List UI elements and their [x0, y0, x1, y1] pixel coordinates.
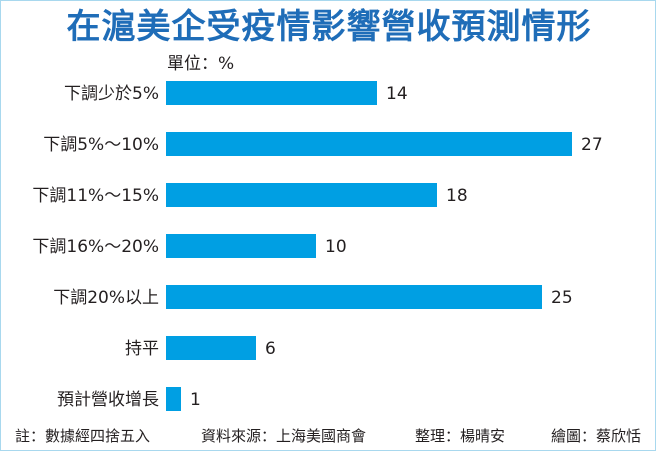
bar-row: 下調20%以上 25 [1, 285, 656, 311]
value-label: 18 [446, 186, 468, 206]
bar [166, 81, 377, 105]
category-label: 下調20%以上 [53, 288, 159, 308]
unit-label: 單位：% [167, 54, 235, 74]
bar [166, 132, 572, 156]
value-label: 6 [265, 339, 276, 359]
bar-row: 下調11%～15% 18 [1, 183, 656, 209]
chart-title: 在滬美企受疫情影響營收預測情形 [66, 7, 592, 47]
bar-row: 下調少於5% 14 [1, 81, 656, 107]
bar-row: 預計營收增長 1 [1, 387, 656, 413]
footer-note: 註：數據經四捨五入 [15, 427, 151, 445]
bar-row: 持平 6 [1, 336, 656, 362]
bar [166, 183, 437, 207]
category-label: 下調少於5% [64, 84, 159, 104]
footer-illustrator: 繪圖：蔡欣恬 [551, 427, 642, 445]
category-label: 預計營收增長 [57, 390, 159, 410]
category-label: 下調11%～15% [32, 186, 159, 206]
category-label: 下調16%～20% [32, 237, 159, 257]
value-label: 14 [386, 84, 408, 104]
bar [166, 234, 316, 258]
bar-row: 下調16%～20% 10 [1, 234, 656, 260]
value-label: 1 [190, 390, 201, 410]
category-label: 下調5%～10% [43, 135, 159, 155]
footer-source: 資料來源：上海美國商會 [201, 427, 367, 445]
bar [166, 285, 542, 309]
bar [166, 387, 181, 411]
category-label: 持平 [125, 339, 159, 359]
bar [166, 336, 256, 360]
value-label: 25 [551, 288, 573, 308]
footer-editor: 整理：楊晴安 [415, 427, 506, 445]
bar-row: 下調5%～10% 27 [1, 132, 656, 158]
value-label: 10 [325, 237, 347, 257]
value-label: 27 [581, 135, 603, 155]
